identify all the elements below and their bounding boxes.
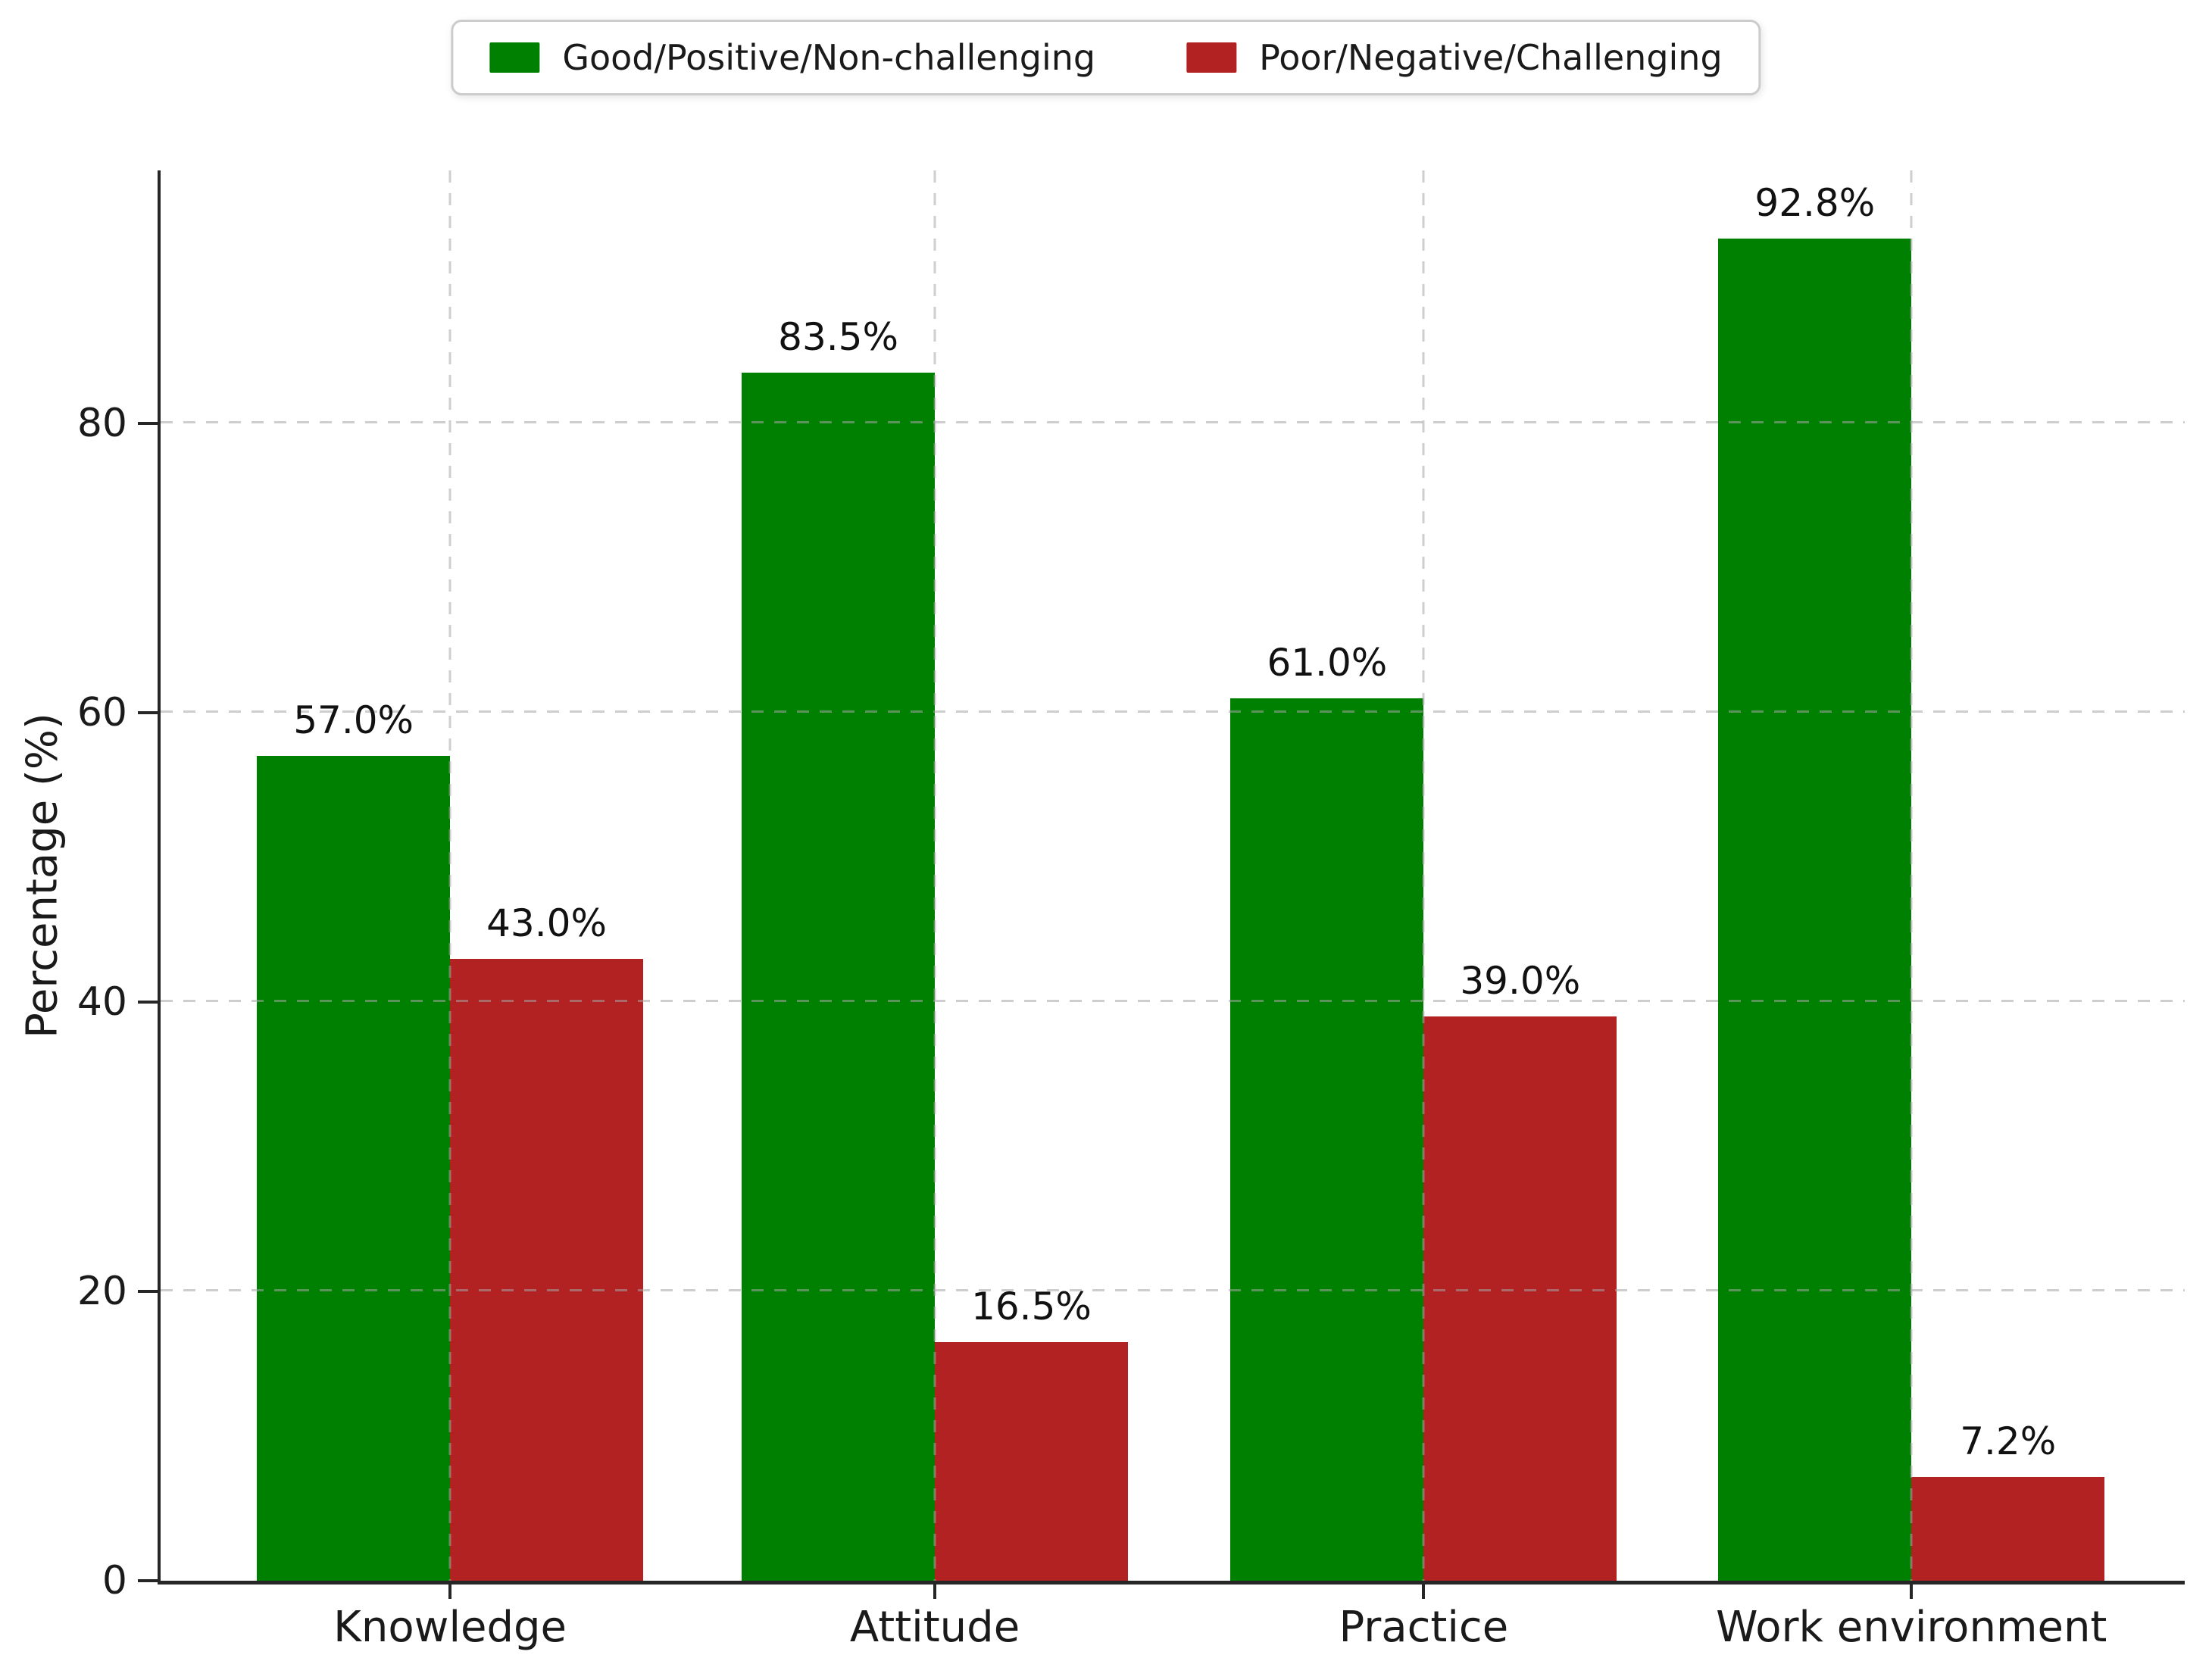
bar-poor [1423,1016,1617,1581]
horizontal-gridline [161,421,2185,424]
bar-value-label: 7.2% [1960,1419,2057,1463]
y-tick-label: 0 [102,1558,127,1603]
bar-value-label: 39.0% [1460,959,1581,1004]
y-tick-mark [138,1001,158,1004]
x-tick-mark [1422,1581,1426,1599]
legend-label-poor: Poor/Negative/Challenging [1259,37,1723,78]
y-tick-label: 20 [77,1269,127,1315]
x-tick-mark [933,1581,937,1599]
bar-value-label: 16.5% [971,1284,1092,1328]
bar-value-label: 57.0% [293,698,414,743]
x-tick-mark [448,1581,452,1599]
vertical-gridline [933,170,936,1581]
legend-swatch-good-icon [489,42,540,73]
y-tick-label: 40 [77,979,127,1026]
bar-value-label: 92.8% [1754,180,1876,225]
vertical-gridline [448,170,451,1581]
y-tick-label: 80 [77,401,127,447]
category-label: Attitude [849,1603,1020,1652]
legend-item-good: Good/Positive/Non-challenging [489,37,1095,78]
bar-value-label: 83.5% [778,315,898,360]
bar-poor [450,958,643,1581]
legend-swatch-poor-icon [1186,42,1237,73]
bar-poor [935,1341,1128,1581]
legend: Good/Positive/Non-challenging Poor/Negat… [451,20,1761,95]
bar-value-label: 61.0% [1267,641,1388,685]
y-tick-mark [138,1579,158,1582]
bar-poor [1911,1476,2105,1581]
plot-area: 0 20 40 60 80 Knowledge 57.0% 43.0% Attitude 83.5… [77,170,2185,1649]
x-tick-mark [1910,1581,1914,1599]
y-axis-title: Percentage (%) [17,713,67,1038]
vertical-gridline [1910,170,1913,1581]
bar-good [257,756,451,1581]
y-tick-label: 60 [77,690,127,736]
bar-good [1230,698,1424,1581]
category-label: Work environment [1716,1603,2107,1652]
category-label: Practice [1339,1603,1509,1652]
horizontal-gridline [161,1000,2185,1003]
y-tick-mark [138,422,158,426]
legend-item-poor: Poor/Negative/Challenging [1186,37,1723,78]
y-tick-mark [138,711,158,715]
bar-good [1718,238,1912,1581]
bar-value-label: 43.0% [486,901,607,945]
bar-good [742,373,936,1581]
vertical-gridline [1422,170,1425,1581]
legend-label-good: Good/Positive/Non-challenging [562,37,1096,78]
horizontal-gridline [161,1289,2185,1292]
category-label: Knowledge [333,1603,567,1652]
y-tick-mark [138,1290,158,1294]
horizontal-gridline [161,710,2185,713]
